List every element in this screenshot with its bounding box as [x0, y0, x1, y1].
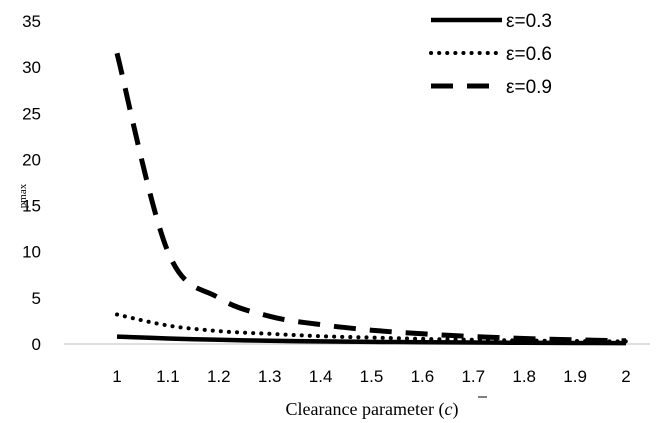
y-tick-label: 15: [22, 197, 41, 216]
x-tick-label: 1: [112, 367, 121, 386]
x-axis-label-symbol: c: [444, 399, 452, 419]
y-tick-label: 10: [22, 243, 41, 262]
legend-label-1: ε=0.3: [506, 11, 552, 32]
y-axis-label: pmax: [17, 183, 29, 208]
y-tick-label: 25: [22, 104, 41, 123]
x-tick-label: 1.7: [461, 367, 485, 386]
x-tick-label: 1.4: [309, 367, 333, 386]
x-axis-ticks: 1 1.1 1.2 1.3 1.4 1.5 1.6 1.7 1.8 1.9 2: [112, 367, 630, 386]
series-line-3: [114, 52, 627, 344]
x-tick-label: 1.3: [258, 367, 282, 386]
x-tick-label: 1.9: [563, 367, 587, 386]
series-line-1: [116, 334, 627, 346]
x-tick-label: 1.8: [512, 367, 536, 386]
x-tick-label: 1.5: [360, 367, 384, 386]
x-tick-label: 1.6: [411, 367, 435, 386]
x-tick-label: 2: [621, 367, 630, 386]
series-line-2: [115, 312, 628, 344]
y-tick-label: 35: [22, 12, 41, 31]
y-tick-label: 0: [32, 335, 41, 354]
x-axis-label: Clearance parameter (c): [286, 399, 459, 420]
x-tick-label: 1.1: [156, 367, 180, 386]
series-group: [114, 52, 628, 346]
legend-label-2: ε=0.6: [506, 44, 552, 65]
legend: ε=0.3 ε=0.6 ε=0.9: [429, 11, 552, 98]
y-axis-ticks: 0 5 10 15 20 25 30 35: [22, 12, 41, 354]
y-tick-label: 30: [22, 58, 41, 77]
x-tick-label: 1.2: [207, 367, 231, 386]
x-axis-label-close: ): [452, 399, 458, 420]
y-tick-label: 5: [32, 289, 41, 308]
x-axis-label-text: Clearance parameter (: [286, 399, 445, 420]
y-tick-label: 20: [22, 150, 41, 169]
legend-label-3: ε=0.9: [506, 77, 552, 98]
